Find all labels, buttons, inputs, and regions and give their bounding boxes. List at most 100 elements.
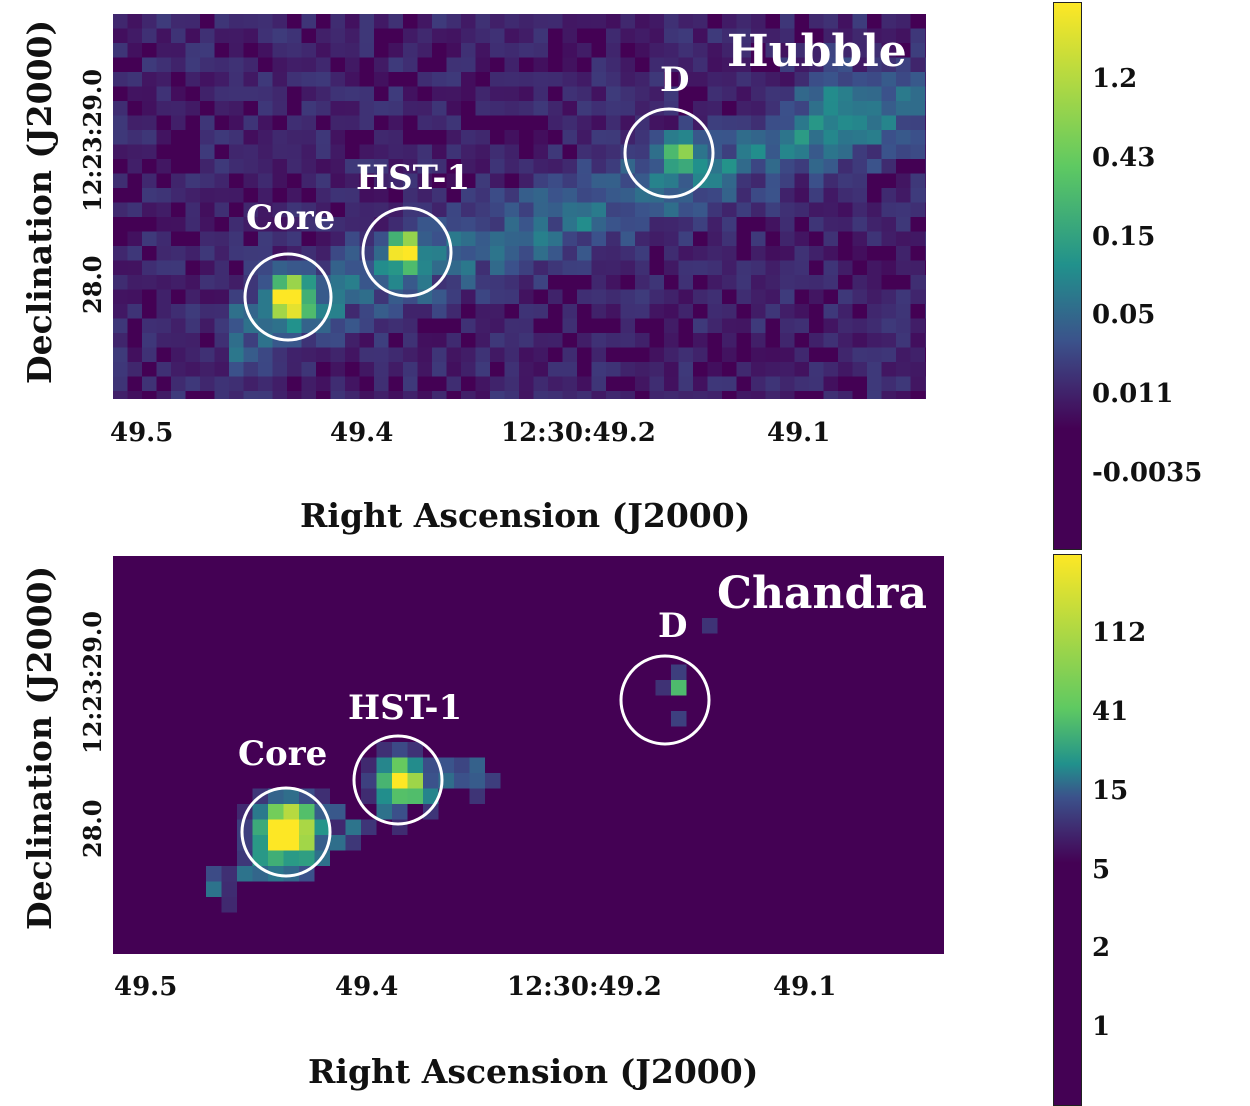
- heatmap-cell: [678, 43, 693, 58]
- heatmap-cell: [258, 231, 273, 246]
- chandra-colorbar: [1053, 554, 1082, 1106]
- heatmap-cell: [533, 260, 548, 275]
- heatmap-cell: [519, 347, 534, 362]
- heatmap-cell: [794, 101, 809, 116]
- heatmap-cell: [374, 173, 389, 188]
- heatmap-cell: [577, 86, 592, 101]
- heatmap-cell: [301, 347, 316, 362]
- heatmap-cell: [635, 231, 650, 246]
- heatmap-cell: [432, 260, 447, 275]
- heatmap-cell: [620, 333, 635, 348]
- heatmap-cell: [780, 217, 795, 232]
- heatmap-cell: [533, 304, 548, 319]
- heatmap-cell: [475, 202, 490, 217]
- heatmap-cell: [374, 362, 389, 377]
- heatmap-cell: [461, 246, 476, 261]
- heatmap-cell: [707, 391, 722, 399]
- heatmap-cell: [446, 246, 461, 261]
- heatmap-cell: [127, 246, 142, 261]
- heatmap-cell: [243, 144, 258, 159]
- heatmap-cell: [591, 289, 606, 304]
- heatmap-cell: [678, 289, 693, 304]
- heatmap-cell: [156, 28, 171, 43]
- heatmap-cell: [664, 57, 679, 72]
- hubble-image: [113, 14, 926, 399]
- heatmap-cell: [490, 318, 505, 333]
- heatmap-cell: [751, 173, 766, 188]
- heatmap-cell: [268, 804, 284, 820]
- heatmap-cell: [214, 333, 229, 348]
- heatmap-cell: [287, 289, 302, 304]
- heatmap-cell: [388, 246, 403, 261]
- heatmap-cell: [751, 72, 766, 87]
- heatmap-cell: [214, 101, 229, 116]
- heatmap-cell: [591, 275, 606, 290]
- heatmap-cell: [113, 115, 128, 130]
- heatmap-cell: [142, 202, 157, 217]
- heatmap-cell: [533, 246, 548, 261]
- heatmap-cell: [272, 347, 287, 362]
- heatmap-cell: [403, 362, 418, 377]
- heatmap-cell: [461, 14, 476, 29]
- heatmap-cell: [345, 376, 360, 391]
- heatmap-cell: [620, 144, 635, 159]
- heatmap-cell: [403, 144, 418, 159]
- heatmap-cell: [490, 347, 505, 362]
- heatmap-cell: [301, 115, 316, 130]
- heatmap-cell: [345, 231, 360, 246]
- heatmap-cell: [374, 188, 389, 203]
- chandra-cbar-tick: 2: [1092, 933, 1111, 963]
- heatmap-cell: [881, 318, 896, 333]
- heatmap-cell: [751, 115, 766, 130]
- heatmap-cell: [330, 362, 345, 377]
- heatmap-cell: [407, 757, 423, 773]
- heatmap-cell: [591, 260, 606, 275]
- heatmap-cell: [345, 72, 360, 87]
- heatmap-cell: [722, 318, 737, 333]
- heatmap-cell: [664, 304, 679, 319]
- heatmap-cell: [548, 391, 563, 399]
- heatmap-cell: [469, 788, 485, 804]
- heatmap-cell: [200, 260, 215, 275]
- heatmap-cell: [490, 101, 505, 116]
- heatmap-cell: [591, 173, 606, 188]
- heatmap-cell: [678, 304, 693, 319]
- heatmap-cell: [838, 260, 853, 275]
- heatmap-cell: [852, 188, 867, 203]
- heatmap-cell: [301, 260, 316, 275]
- heatmap-cell: [345, 188, 360, 203]
- heatmap-cell: [461, 275, 476, 290]
- heatmap-cell: [258, 362, 273, 377]
- heatmap-cell: [314, 819, 330, 835]
- heatmap-cell: [156, 72, 171, 87]
- heatmap-cell: [490, 173, 505, 188]
- heatmap-cell: [809, 101, 824, 116]
- heatmap-cell: [345, 819, 361, 835]
- heatmap-cell: [490, 159, 505, 174]
- heatmap-cell: [809, 43, 824, 58]
- heatmap-cell: [722, 72, 737, 87]
- heatmap-cell: [388, 101, 403, 116]
- heatmap-cell: [910, 115, 925, 130]
- heatmap-cell: [533, 275, 548, 290]
- heatmap-cell: [243, 333, 258, 348]
- heatmap-cell: [664, 14, 679, 29]
- heatmap-cell: [316, 289, 331, 304]
- heatmap-cell: [548, 260, 563, 275]
- heatmap-cell: [417, 72, 432, 87]
- heatmap-cell: [446, 173, 461, 188]
- heatmap-cell: [113, 275, 128, 290]
- hubble-cbar-tick: 0.011: [1092, 379, 1174, 409]
- heatmap-cell: [809, 188, 824, 203]
- heatmap-cell: [461, 86, 476, 101]
- heatmap-cell: [388, 362, 403, 377]
- heatmap-cell: [809, 202, 824, 217]
- heatmap-cell: [200, 86, 215, 101]
- heatmap-cell: [896, 130, 911, 145]
- heatmap-cell: [881, 72, 896, 87]
- heatmap-cell: [316, 188, 331, 203]
- heatmap-cell: [214, 86, 229, 101]
- heatmap-cell: [649, 231, 664, 246]
- heatmap-cell: [591, 159, 606, 174]
- heatmap-cell: [664, 130, 679, 145]
